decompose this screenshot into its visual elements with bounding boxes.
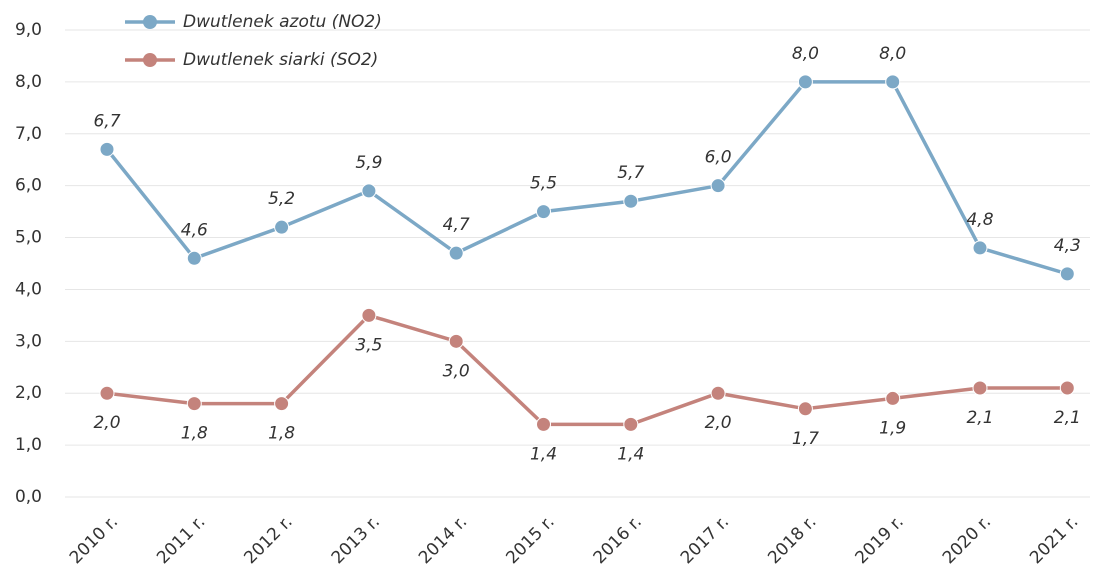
data-point (99, 141, 115, 157)
legend-marker (143, 15, 157, 29)
data-point (972, 380, 988, 396)
y-tick-label: 5,0 (15, 228, 42, 248)
data-point (186, 250, 202, 266)
y-tick-label: 1,0 (15, 435, 42, 455)
data-label: 8,0 (879, 44, 906, 64)
x-tick-label: 2017 r. (677, 512, 733, 568)
x-tick-label: 2021 r. (1026, 512, 1082, 568)
y-tick-label: 3,0 (15, 331, 42, 351)
data-point (361, 307, 377, 323)
data-label: 5,7 (617, 163, 644, 183)
data-label: 5,5 (530, 174, 557, 194)
y-tick-label: 2,0 (15, 383, 42, 403)
data-point (885, 74, 901, 90)
data-label: 4,8 (966, 210, 993, 230)
x-tick-label: 2014 r. (415, 512, 471, 568)
data-point (797, 74, 813, 90)
y-tick-label: 8,0 (15, 72, 42, 92)
x-tick-label: 2015 r. (502, 512, 558, 568)
x-tick-label: 2013 r. (328, 512, 384, 568)
data-point (274, 396, 290, 412)
data-point (710, 385, 726, 401)
data-label: 4,6 (181, 220, 208, 240)
data-point (186, 396, 202, 412)
data-label: 2,0 (705, 413, 732, 433)
data-point (536, 416, 551, 432)
data-label: 6,7 (93, 111, 120, 131)
data-label: 3,0 (443, 361, 470, 381)
data-point (623, 416, 639, 432)
series-line (106, 313, 1068, 427)
data-label: 1,4 (530, 444, 557, 464)
data-point (361, 183, 377, 199)
data-label: 2,1 (966, 408, 993, 428)
legend-marker (143, 53, 157, 67)
x-tick-label: 2018 r. (764, 512, 820, 568)
data-label: 1,4 (617, 444, 644, 464)
data-label: 1,7 (792, 429, 819, 449)
data-point (448, 245, 464, 261)
y-tick-label: 9,0 (15, 20, 42, 40)
data-label: 1,9 (879, 418, 906, 438)
data-point (448, 333, 464, 349)
data-label: 4,3 (1054, 236, 1081, 256)
x-tick-label: 2010 r. (66, 512, 122, 568)
data-point (885, 390, 901, 406)
x-tick-label: 2019 r. (852, 512, 908, 568)
data-point (1059, 266, 1075, 282)
data-label: 4,7 (443, 215, 470, 235)
series-line (105, 80, 1068, 276)
data-label: 2,0 (93, 413, 120, 433)
data-point (623, 193, 639, 209)
data-point (797, 401, 813, 417)
y-tick-label: 6,0 (15, 176, 42, 196)
data-label: 5,9 (355, 153, 382, 173)
x-tick-label: 2011 r. (153, 512, 209, 568)
legend-label: Dwutlenek siarki (SO2) (183, 50, 378, 70)
data-point (274, 219, 290, 235)
data-label: 8,0 (792, 44, 819, 64)
y-tick-label: 0,0 (15, 487, 42, 507)
data-label: 6,0 (705, 148, 732, 168)
x-tick-label: 2016 r. (590, 512, 646, 568)
y-tick-label: 7,0 (15, 124, 42, 144)
data-label: 5,2 (268, 189, 295, 209)
x-tick-label: 2012 r. (240, 512, 296, 568)
data-point (972, 240, 988, 256)
data-label: 2,1 (1054, 408, 1081, 428)
x-tick-label: 2020 r. (939, 512, 995, 568)
data-label: 1,8 (181, 424, 208, 444)
data-point (1059, 380, 1075, 396)
y-tick-label: 4,0 (15, 279, 42, 299)
data-point (536, 204, 551, 220)
data-label: 3,5 (355, 335, 382, 355)
legend-label: Dwutlenek azotu (NO2) (183, 12, 382, 32)
data-label: 1,8 (268, 424, 295, 444)
data-point (710, 178, 726, 194)
data-point (99, 385, 115, 401)
